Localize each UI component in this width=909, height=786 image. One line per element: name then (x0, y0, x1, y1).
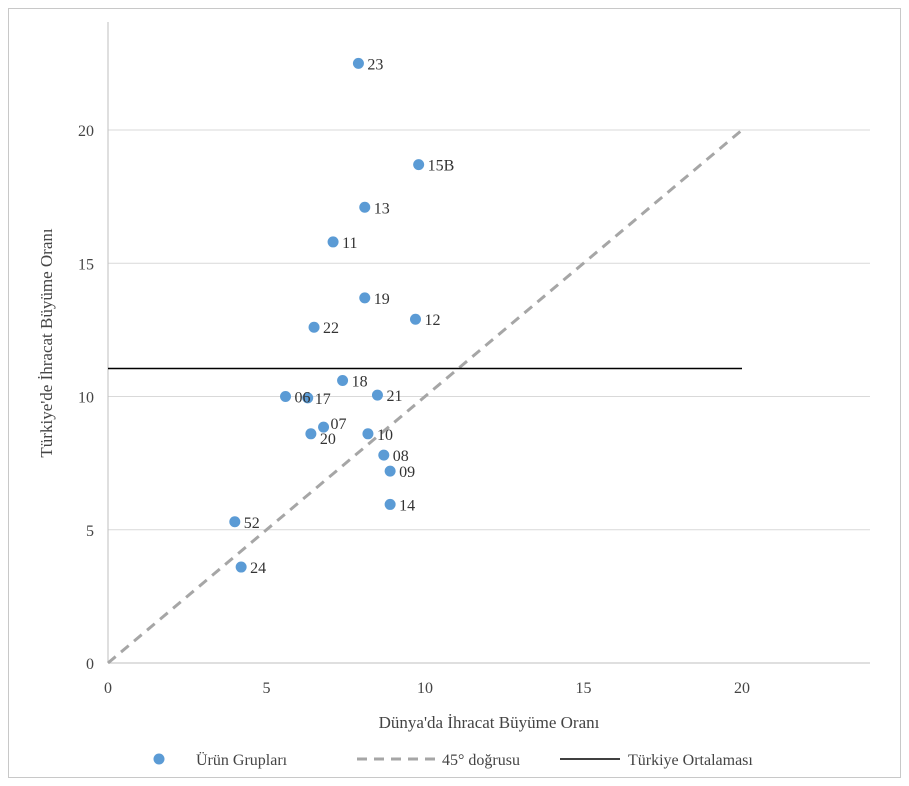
data-point-08 (378, 449, 390, 461)
data-point-10 (362, 428, 374, 440)
data-point-11 (327, 236, 339, 248)
point-label-21: 21 (386, 388, 402, 405)
data-point-21 (371, 389, 383, 401)
data-point-09 (384, 465, 396, 477)
y-tick-label: 15 (78, 256, 94, 273)
point-label-11: 11 (342, 235, 357, 252)
data-point-06 (280, 391, 292, 402)
y-tick-label: 0 (86, 656, 94, 673)
x-tick-label: 10 (417, 680, 433, 697)
data-point-22 (308, 321, 320, 333)
point-label-19: 19 (374, 291, 390, 308)
y-axis-title: Türkiye'de İhracat Büyüme Oranı (37, 228, 56, 457)
point-label-08: 08 (393, 448, 409, 465)
data-point-52 (229, 516, 241, 528)
point-label-12: 12 (424, 312, 440, 329)
data-point-15B (413, 159, 425, 171)
x-tick-label: 5 (263, 680, 271, 697)
point-label-13: 13 (374, 200, 390, 217)
point-label-52: 52 (244, 515, 260, 532)
point-label-24: 24 (250, 560, 266, 577)
data-point-12 (409, 313, 421, 325)
data-point-24 (235, 561, 247, 573)
data-point-07 (318, 421, 330, 433)
x-tick-label: 20 (734, 680, 750, 697)
legend: Ürün Grupları 45° doğrusu Türkiye Ortala… (153, 751, 753, 769)
y-tick-label: 5 (86, 523, 94, 540)
legend-label-average: Türkiye Ortalaması (628, 752, 753, 769)
reference-lines (107, 128, 743, 665)
point-label-18: 18 (352, 374, 368, 391)
data-point-20 (305, 428, 317, 440)
chart-frame (8, 8, 901, 778)
legend-label-points: Ürün Grupları (196, 751, 288, 769)
data-point-14 (384, 498, 396, 510)
data-points (229, 57, 425, 573)
x-tick-label: 0 (104, 680, 112, 697)
point-label-10: 10 (377, 427, 393, 444)
point-label-15B: 15B (428, 158, 455, 175)
point-label-09: 09 (399, 464, 415, 481)
point-label-20: 20 (320, 431, 336, 448)
data-point-19 (359, 292, 371, 304)
y-tick-label: 20 (78, 123, 94, 140)
point-label-17: 17 (315, 391, 331, 408)
point-label-06: 06 (295, 390, 311, 407)
diagonal-45-line (107, 128, 743, 665)
tick-labels: 0 5 10 15 20 0 5 10 15 20 (78, 123, 750, 697)
legend-marker-points (153, 753, 165, 765)
data-point-23 (352, 57, 364, 69)
data-point-18 (337, 375, 349, 387)
data-point-17 (302, 392, 314, 404)
gridlines (108, 129, 870, 531)
data-point-13 (359, 201, 371, 213)
x-tick-label: 15 (576, 680, 592, 697)
axes (107, 22, 870, 664)
point-label-14: 14 (399, 497, 415, 514)
y-tick-label: 10 (78, 390, 94, 407)
point-label-22: 22 (323, 320, 339, 337)
point-label-07: 07 (331, 416, 347, 433)
point-label-23: 23 (367, 56, 383, 73)
legend-label-diagonal: 45° doğrusu (442, 752, 520, 769)
x-axis-title: Dünya'da İhracat Büyüme Oranı (379, 713, 600, 732)
